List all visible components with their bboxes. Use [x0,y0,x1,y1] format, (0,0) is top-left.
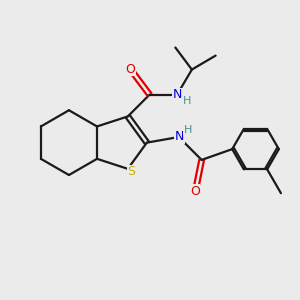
Text: N: N [175,130,184,143]
Text: N: N [173,88,182,101]
Text: H: H [183,124,192,135]
Text: S: S [127,165,135,178]
Text: O: O [126,63,136,76]
Text: H: H [183,96,192,106]
Text: O: O [190,185,200,198]
